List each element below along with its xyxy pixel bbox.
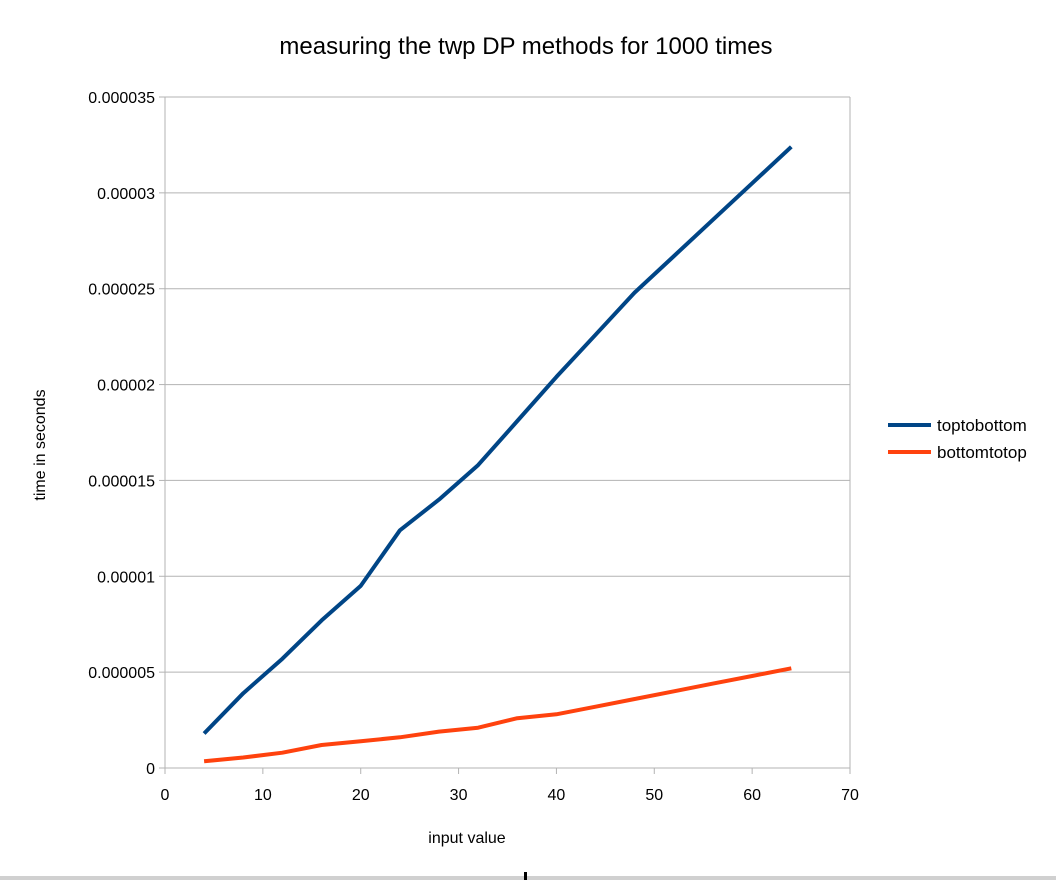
x-tick-label: 20	[352, 787, 370, 804]
x-tick-label: 60	[743, 787, 761, 804]
y-tick-label: 0.00002	[97, 378, 155, 395]
x-tick-label: 40	[548, 787, 566, 804]
chart-title: measuring the twp DP methods for 1000 ti…	[279, 33, 772, 60]
y-tick-label: 0.00001	[97, 569, 155, 586]
series-line-toptobottom	[202, 145, 793, 735]
y-tick-label: 0.000025	[88, 282, 155, 299]
x-tick-label: 50	[645, 787, 663, 804]
y-tick-label: 0.00003	[97, 186, 155, 203]
gridlines	[165, 96, 850, 769]
legend-label-bottomtotop: bottomtotop	[937, 443, 1027, 462]
legend: toptobottom bottomtotop	[888, 416, 1027, 462]
series-lines	[202, 145, 793, 764]
tick-labels: 0 0.000005 0.00001 0.000015 0.00002 0.000025 0…	[88, 90, 859, 804]
y-tick-label: 0.000015	[88, 473, 155, 490]
y-tick-label: 0.000005	[88, 665, 155, 682]
x-tick-label: 0	[161, 787, 170, 804]
window-bottom-border	[0, 876, 1056, 880]
x-axis-title: input value	[428, 830, 505, 847]
y-tick-label: 0	[146, 761, 155, 778]
x-tick-label: 30	[450, 787, 468, 804]
x-tick-label: 70	[841, 787, 859, 804]
series-line-bottomtotop	[203, 666, 792, 764]
x-tick-label: 10	[254, 787, 272, 804]
legend-label-toptobottom: toptobottom	[937, 416, 1027, 435]
y-axis-title: time in seconds	[32, 389, 49, 500]
y-tick-label: 0.000035	[88, 90, 155, 107]
axes	[159, 96, 851, 774]
window-bottom-marker	[524, 872, 527, 880]
